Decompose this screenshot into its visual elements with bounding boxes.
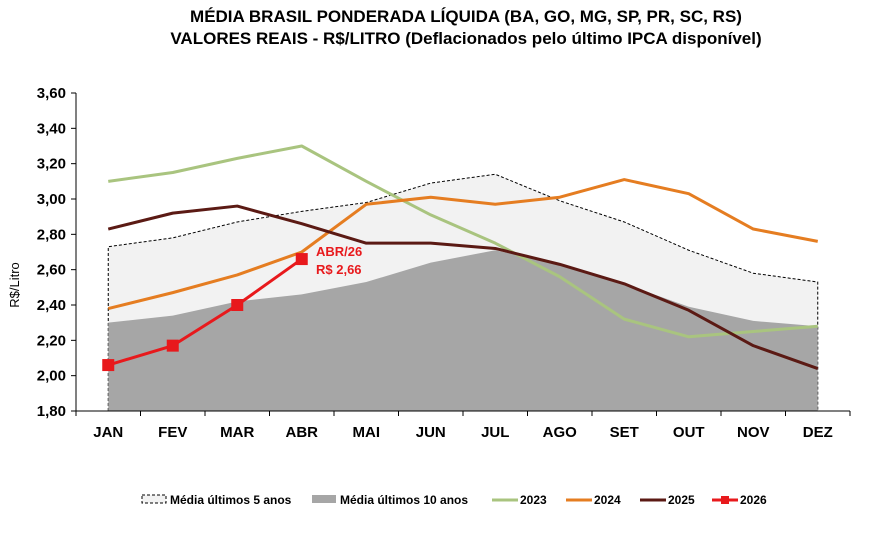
y-tick-label: 3,60 <box>37 85 66 102</box>
annotation-line-2: R$ 2,66 <box>316 262 362 277</box>
x-tick-label: JUL <box>481 424 509 441</box>
legend-label: 2025 <box>668 493 695 507</box>
y-tick-label: 3,20 <box>37 156 66 173</box>
x-tick-label: ABR <box>286 424 319 441</box>
legend-swatch <box>141 494 167 504</box>
y-tick-label: 2,40 <box>37 297 66 314</box>
point-marker <box>102 359 115 372</box>
y-tick-label: 2,20 <box>37 332 66 349</box>
point-marker <box>231 299 244 311</box>
legend-label: Média últimos 5 anos <box>170 493 292 507</box>
y-tick-label: 1,80 <box>37 403 66 420</box>
legend-label: 2026 <box>740 493 767 507</box>
x-tick-label: MAR <box>220 424 254 441</box>
legend-label: Média últimos 10 anos <box>340 493 468 507</box>
axes: 1,80 2,00 2,20 2,40 2,60 2,80 3,00 3,20 3,40 3,60… <box>37 85 851 441</box>
chart-title: MÉDIA BRASIL PONDERADA LÍQUIDA (BA, GO, … <box>190 7 742 26</box>
legend-label: 2023 <box>520 493 547 507</box>
chart-subtitle: VALORES REAIS - R$/LITRO (Deflacionados … <box>170 29 761 48</box>
point-marker <box>295 253 308 266</box>
y-tick-label: 3,40 <box>37 120 66 137</box>
line-layer <box>102 144 819 372</box>
legend-swatch <box>312 495 336 503</box>
x-tick-label: OUT <box>673 424 705 441</box>
legend: Média últimos 5 anos Média últimos 10 ano… <box>141 493 767 507</box>
x-tick-label: NOV <box>737 424 770 441</box>
y-axis-label: R$/Litro <box>7 262 22 308</box>
x-tick-label: JAN <box>93 424 123 441</box>
line-series-2 <box>108 144 818 339</box>
x-tick-label: FEV <box>158 424 187 441</box>
y-tick-label: 3,00 <box>37 191 66 208</box>
line-series-5 <box>107 257 303 367</box>
x-tick-label: AGO <box>543 424 578 441</box>
y-tick-label: 2,00 <box>37 368 66 385</box>
annotation: ABR/26 R$ 2,66 <box>316 244 362 277</box>
point-marker <box>166 339 179 352</box>
line-series-4 <box>107 204 819 371</box>
x-tick-label: SET <box>610 424 639 441</box>
y-tick-label: 2,60 <box>37 262 66 279</box>
y-tick-label: 2,80 <box>37 226 66 243</box>
x-tick-label: JUN <box>416 424 446 441</box>
legend-label: 2024 <box>594 493 621 507</box>
annotation-line-1: ABR/26 <box>316 244 362 259</box>
line-series-3 <box>107 178 819 310</box>
x-tick-label: MAI <box>353 424 381 441</box>
legend-marker <box>721 496 729 504</box>
x-tick-label: DEZ <box>803 424 833 441</box>
